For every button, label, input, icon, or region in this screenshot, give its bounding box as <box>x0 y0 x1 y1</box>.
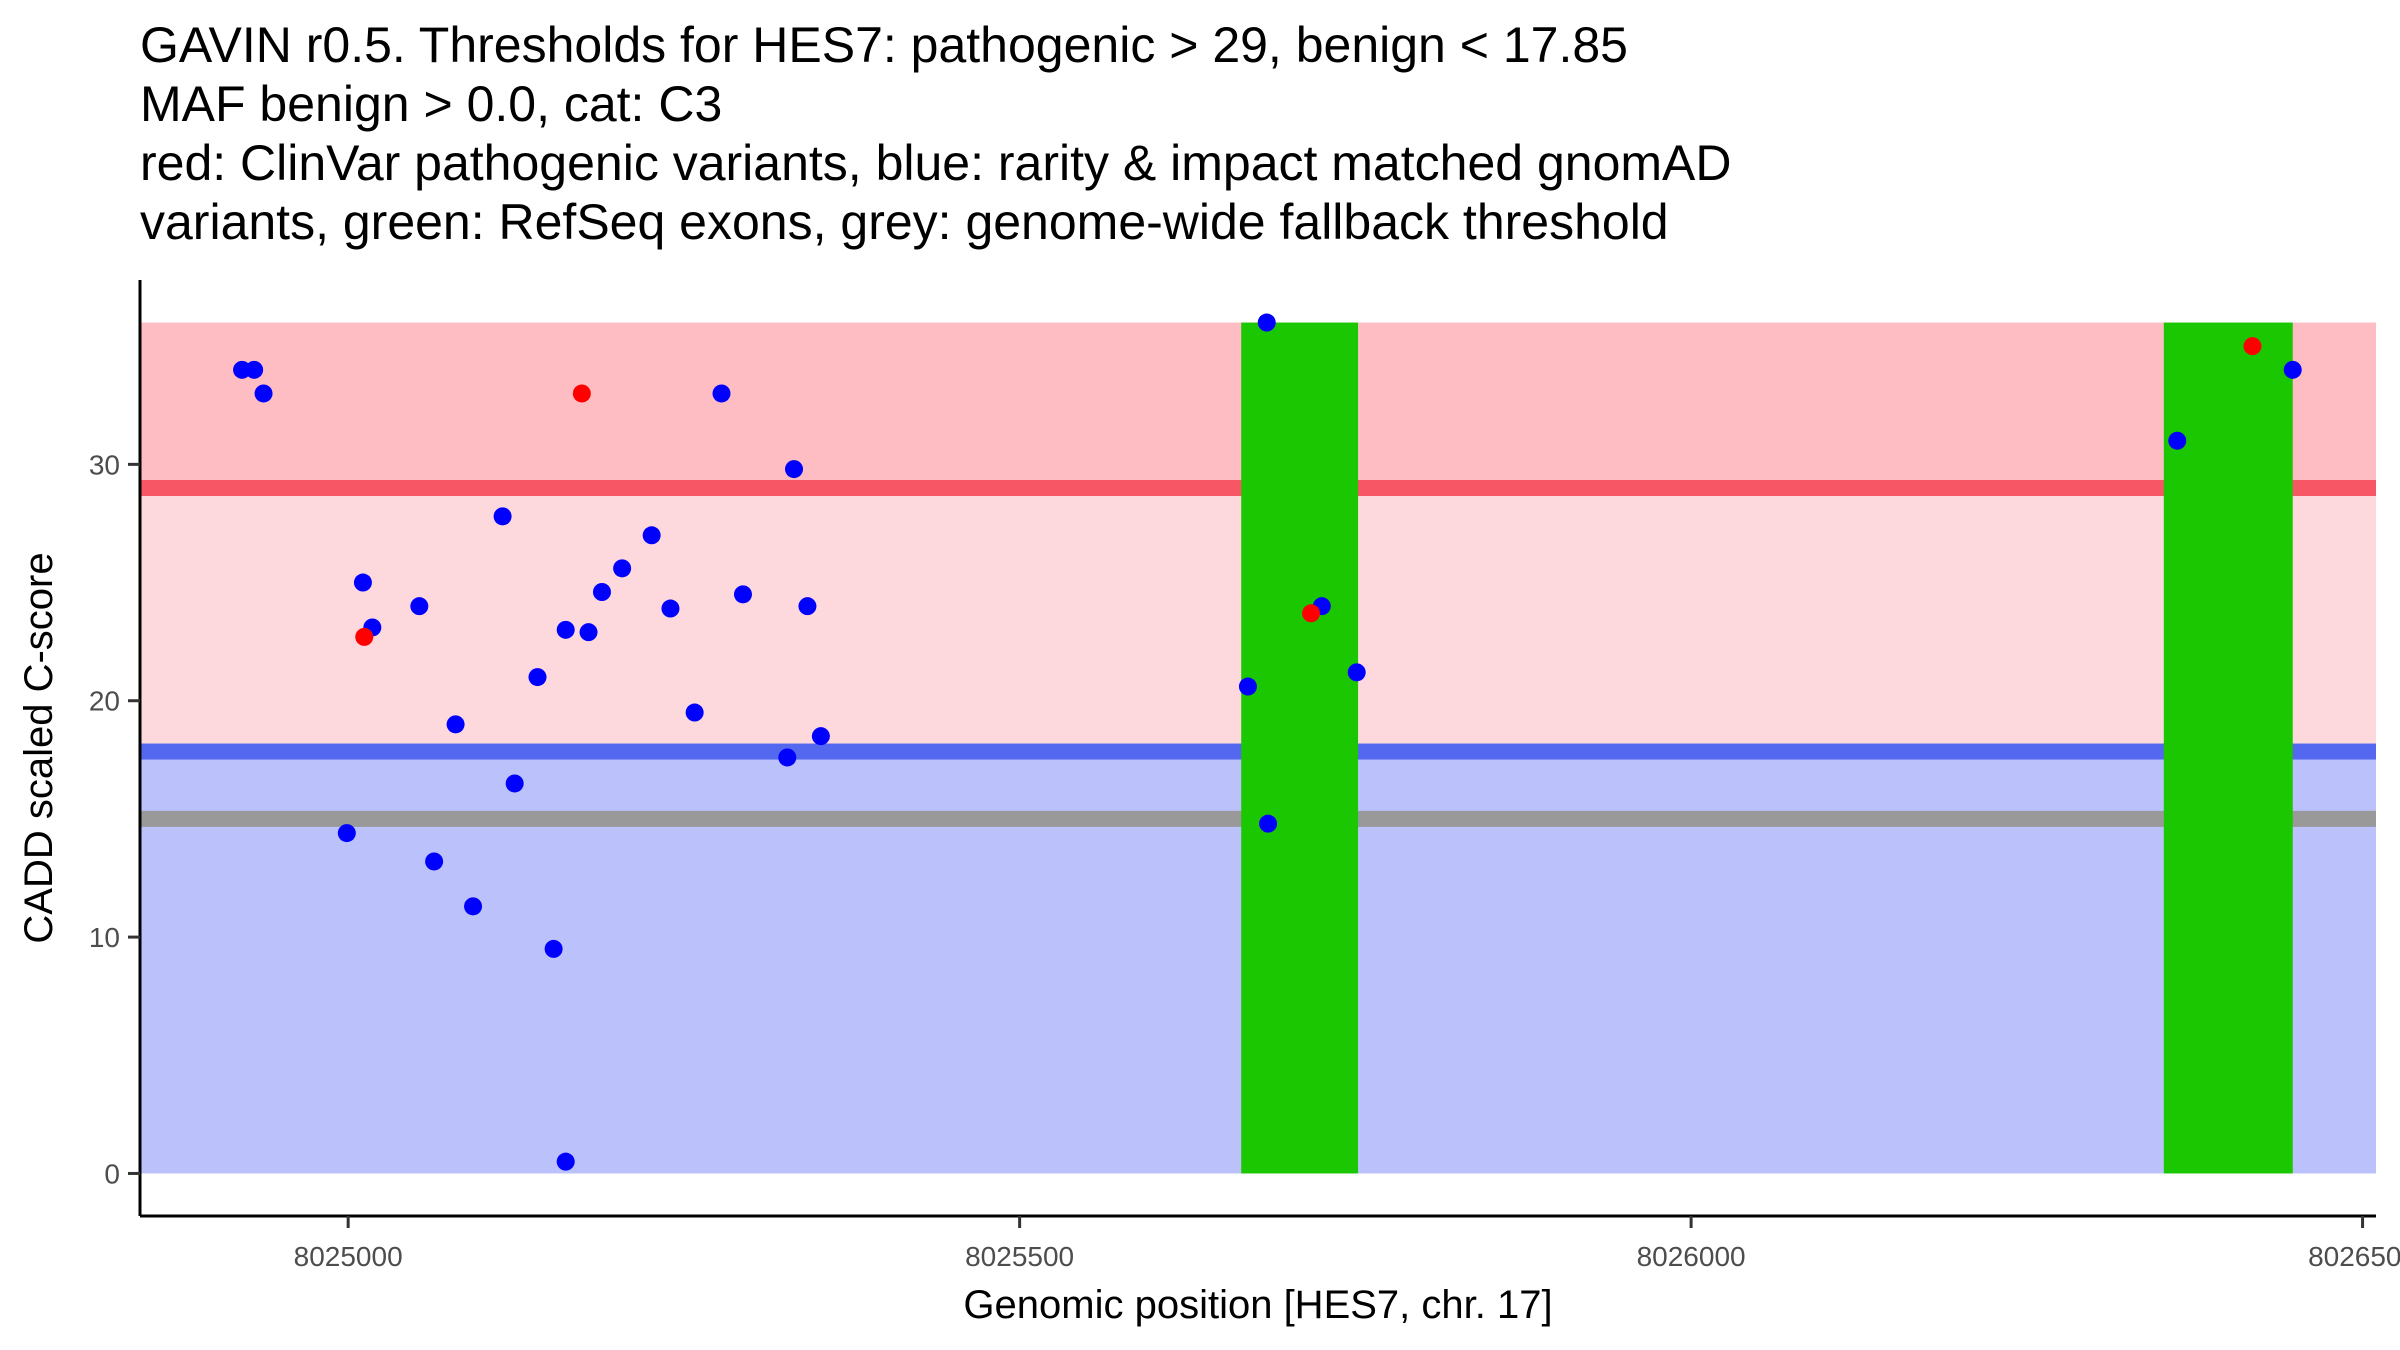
gnomad-point-3 <box>254 384 273 403</box>
gnomad-point-5 <box>353 573 372 592</box>
x-tick-label-8026500: 8026500 <box>2308 1241 2400 1272</box>
gnomad-point-27 <box>798 597 817 616</box>
x-tick-label-8025500: 8025500 <box>965 1241 1074 1272</box>
y-tick-label-30: 30 <box>89 449 120 480</box>
chart-title: GAVIN r0.5. Thresholds for HES7: pathoge… <box>140 17 1731 250</box>
y-axis-title: CADD scaled C-score <box>17 552 61 943</box>
x-tick-label-8026000: 8026000 <box>1637 1241 1746 1272</box>
y-tick-label-20: 20 <box>89 686 120 717</box>
gnomad-point-22 <box>685 703 704 722</box>
x-tick-label-8025000: 8025000 <box>294 1241 403 1272</box>
exon-2 <box>2163 322 2293 1174</box>
gnomad-point-10 <box>464 897 483 916</box>
gnomad-point-12 <box>505 774 524 793</box>
gnomad-point-16 <box>556 1152 575 1171</box>
title-line-1: GAVIN r0.5. Thresholds for HES7: pathoge… <box>140 17 1628 73</box>
gnomad-point-7 <box>410 597 429 616</box>
gnomad-point-31 <box>1259 814 1278 833</box>
clinvar-point-2 <box>572 384 591 403</box>
gnomad-point-30 <box>1257 313 1276 332</box>
gnomad-point-35 <box>2283 360 2302 379</box>
clinvar-point-1 <box>355 627 374 646</box>
gnomad-point-26 <box>785 460 804 479</box>
gnomad-point-17 <box>579 623 598 642</box>
gnomad-point-25 <box>778 748 797 767</box>
title-line-4: variants, green: RefSeq exons, grey: gen… <box>140 194 1669 250</box>
gnomad-point-18 <box>592 583 611 601</box>
gnomad-point-11 <box>493 507 512 526</box>
clinvar-point-3 <box>1302 604 1321 623</box>
gnomad-point-29 <box>1238 677 1257 696</box>
gnomad-point-28 <box>811 727 830 746</box>
gnomad-point-21 <box>661 599 680 618</box>
gnomad-point-14 <box>544 939 563 958</box>
gnomad-point-20 <box>642 526 661 545</box>
exon-layer <box>1241 322 2293 1174</box>
clinvar-point-4 <box>2243 337 2262 356</box>
exon-1 <box>1241 322 1359 1174</box>
gnomad-point-24 <box>733 585 752 604</box>
gnomad-point-13 <box>528 668 547 687</box>
title-line-2: MAF benign > 0.0, cat: C3 <box>140 76 722 132</box>
y-tick-label-0: 0 <box>104 1158 120 1189</box>
x-axis-ticks: 8025000 8025500 8026000 8026500 <box>294 1216 2400 1272</box>
gnomad-point-34 <box>2168 431 2187 450</box>
y-axis-ticks: 0 10 20 30 <box>89 449 140 1189</box>
gnomad-point-9 <box>446 715 465 734</box>
title-line-3: red: ClinVar pathogenic variants, blue: … <box>140 135 1731 191</box>
gnomad-point-23 <box>712 384 731 403</box>
gnomad-point-15 <box>556 620 575 639</box>
gnomad-point-8 <box>425 852 444 871</box>
gnomad-point-19 <box>613 559 632 578</box>
gnomad-point-4 <box>337 824 356 843</box>
point-layer <box>233 313 2302 1171</box>
gnomad-point-33 <box>1347 663 1366 682</box>
plot-area <box>140 313 2376 1174</box>
y-tick-label-10: 10 <box>89 922 120 953</box>
x-axis-title: Genomic position [HES7, chr. 17] <box>963 1283 1552 1327</box>
gnomad-point-2 <box>245 360 264 379</box>
